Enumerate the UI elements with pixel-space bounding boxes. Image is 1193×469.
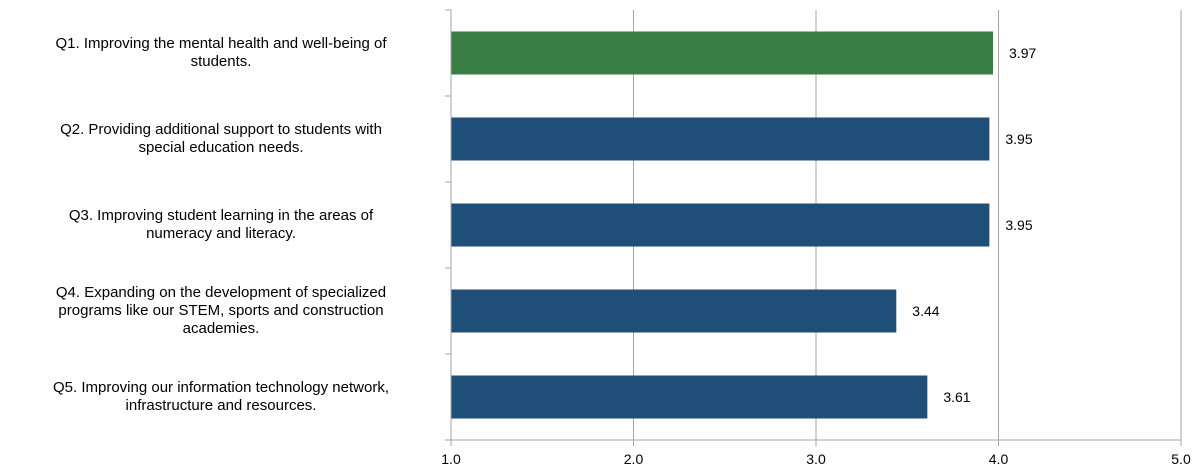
category-label: Q3. Improving student learning in the ar… (6, 207, 436, 243)
category-label: Q5. Improving our information technology… (6, 379, 436, 415)
bar (451, 117, 990, 161)
category-label-line: Q1. Improving the mental health and well… (55, 35, 387, 52)
x-tick-label: 5.0 (1171, 451, 1191, 467)
x-tick-label: 3.0 (806, 451, 826, 467)
x-tick-label: 2.0 (624, 451, 644, 467)
bars-group (451, 31, 994, 419)
category-label-line: academies. (182, 320, 260, 337)
value-label: 3.95 (1005, 131, 1032, 147)
category-label-line: students. (190, 53, 252, 70)
value-labels: 3.97 3.95 3.95 3.44 3.61 (912, 45, 1036, 405)
category-label-line: infrastructure and resources. (125, 397, 317, 414)
bar (451, 289, 897, 333)
bar (451, 375, 928, 419)
category-label-line: Q2. Providing additional support to stud… (60, 121, 382, 138)
category-label-line: numeracy and literacy. (146, 225, 296, 242)
category-label: Q2. Providing additional support to stud… (6, 121, 436, 157)
category-label-line: programs like our STEM, sports and const… (58, 302, 384, 319)
axes (445, 9, 1182, 446)
value-label: 3.97 (1009, 45, 1036, 61)
category-label-line: special education needs. (138, 139, 304, 156)
value-label: 3.44 (912, 303, 939, 319)
bar (451, 31, 994, 75)
category-label-line: Q3. Improving student learning in the ar… (68, 207, 374, 224)
category-label: Q4. Expanding on the development of spec… (6, 284, 436, 338)
x-tick-label: 1.0 (441, 451, 461, 467)
category-label-line: Q5. Improving our information technology… (53, 379, 389, 396)
category-label-line: Q4. Expanding on the development of spec… (55, 284, 387, 301)
category-label: Q1. Improving the mental health and well… (6, 35, 436, 71)
value-label: 3.95 (1005, 217, 1032, 233)
value-label: 3.61 (943, 389, 970, 405)
x-tick-label: 4.0 (989, 451, 1009, 467)
tick-labels: 1.0 2.0 3.0 4.0 5.0 (441, 451, 1191, 467)
bar (451, 203, 990, 247)
